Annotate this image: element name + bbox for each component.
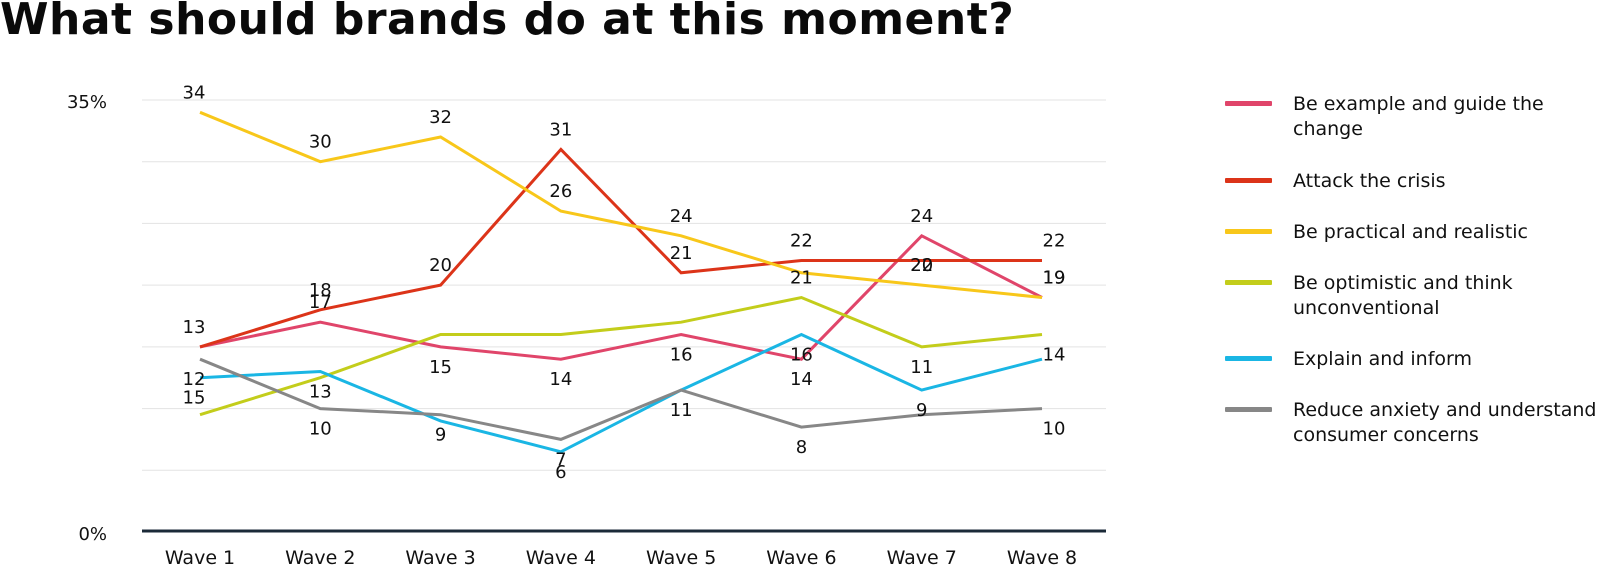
data-label: 12 [183,369,206,390]
y-tick-label: 35% [67,92,107,113]
legend-label: Explain and inform [1293,348,1472,370]
data-label: 8 [796,437,807,458]
data-label: 10 [309,419,332,440]
data-label: 7 [555,449,566,470]
series-line [199,332,1043,454]
legend-swatch [1225,407,1272,412]
legend-swatch [1225,229,1272,234]
data-label: 14 [790,369,813,390]
data-label: 18 [309,280,332,301]
data-label: 19 [1043,267,1066,288]
data-label: 10 [1043,419,1066,440]
series-line [199,233,1043,361]
grid-lines [142,99,1106,533]
x-tick-label: Wave 6 [766,547,836,569]
data-label: 21 [670,243,693,264]
x-tick-label: Wave 3 [405,547,475,569]
legend-swatch [1225,101,1272,106]
data-label: 22 [790,230,813,251]
data-label: 17 [309,292,332,313]
data-label: 11 [670,400,693,421]
data-label: 20 [429,255,452,276]
data-label: 26 [549,181,572,202]
data-label: 9 [435,425,446,446]
x-tick-label: Wave 7 [887,547,957,569]
series-line [199,357,1043,441]
data-label: 22 [910,255,933,276]
data-label: 9 [916,400,927,421]
series-line [199,295,1043,417]
series-lines [199,110,1043,454]
data-label: 31 [549,119,572,140]
data-label: 13 [183,317,206,338]
legend-label: Be practical and realistic [1293,221,1529,243]
legend-label: Reduce anxiety and understand consumer c… [1293,399,1597,446]
data-label: 13 [309,382,332,403]
data-label: 16 [670,345,693,366]
legend-swatch [1225,280,1272,285]
x-tick-label: Wave 2 [285,547,355,569]
data-label: 24 [910,206,933,227]
y-tick-label: 0% [78,524,107,545]
data-label: 14 [549,369,572,390]
data-label: 22 [1043,230,1066,251]
data-label: 11 [910,357,933,378]
x-tick-label: Wave 5 [646,547,716,569]
data-label: 15 [183,388,206,409]
y-axis-ticks: 35% 0% [67,92,107,545]
chart-title: What should brands do at this moment? [0,0,1015,45]
legend-swatch [1225,356,1272,361]
data-label: 30 [309,132,332,153]
series-line [199,147,1042,349]
legend-label: Attack the crisis [1293,170,1446,192]
legend-label: Be optimistic and think unconventional [1293,272,1513,319]
data-label: 32 [429,107,452,128]
data-label: 6 [555,462,566,483]
x-tick-label: Wave 4 [526,547,596,569]
data-label: 21 [790,267,813,288]
legend-swatch [1225,178,1272,183]
x-tick-label: Wave 1 [165,547,235,569]
x-tick-label: Wave 8 [1007,547,1077,569]
series-line [199,110,1043,299]
data-label: 14 [1043,345,1066,366]
x-axis-ticks: Wave 1 Wave 2 Wave 3 Wave 4 Wave 5 Wave 6 Wave… [165,547,1077,569]
legend-label: Be example and guide the change [1293,93,1544,140]
data-label: 34 [183,82,206,103]
data-label: 20 [910,255,933,276]
data-label: 24 [670,206,693,227]
data-label: 19 [1043,267,1066,288]
data-label: 16 [790,345,813,366]
data-label: 15 [429,357,452,378]
